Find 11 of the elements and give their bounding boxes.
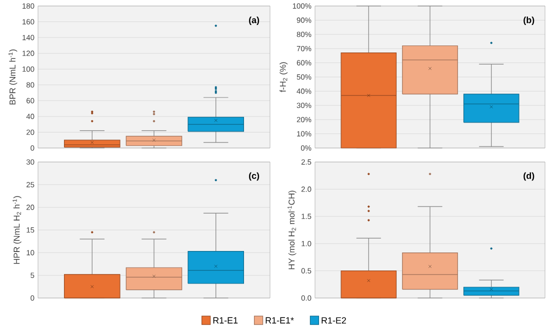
y-axis-title: HY (mol H$_{2}$ mol$^{-1}$CH) (288, 190, 296, 270)
legend-label: R1-E1* (266, 317, 294, 324)
annotation: (c) (249, 172, 260, 181)
y-axis-title: BPR (NmL h$^{-1}$) (8, 49, 18, 104)
legend-label: R1-E2 (322, 317, 346, 324)
annotation: (d) (524, 172, 534, 181)
y-axis-title: f-H$_{2}$ (%) (280, 62, 288, 92)
annotation: (b) (524, 16, 534, 25)
legend-label: R1-E1 (213, 317, 238, 324)
annotation: (a) (249, 16, 260, 25)
y-axis-title: HPR (NmL H$_{2}$ h$^{-1}$) (12, 196, 22, 264)
